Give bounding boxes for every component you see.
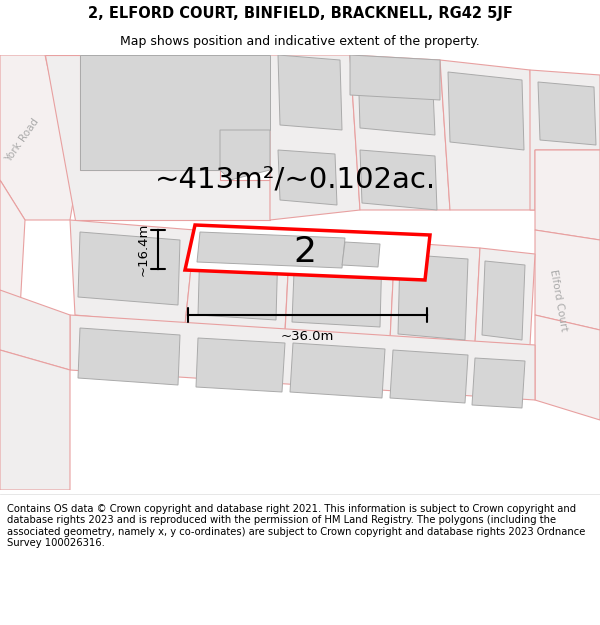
- Polygon shape: [292, 247, 382, 327]
- Text: Contains OS data © Crown copyright and database right 2021. This information is : Contains OS data © Crown copyright and d…: [7, 504, 586, 548]
- Polygon shape: [360, 150, 437, 210]
- Polygon shape: [80, 55, 270, 170]
- Polygon shape: [78, 328, 180, 385]
- Polygon shape: [70, 220, 195, 325]
- Text: 2: 2: [293, 235, 317, 269]
- Text: ~16.4m: ~16.4m: [137, 222, 150, 276]
- Polygon shape: [78, 232, 180, 305]
- Polygon shape: [285, 235, 395, 340]
- Text: ~36.0m: ~36.0m: [281, 330, 334, 343]
- Polygon shape: [198, 242, 278, 320]
- Polygon shape: [440, 60, 535, 210]
- Polygon shape: [535, 230, 600, 330]
- Polygon shape: [342, 242, 380, 267]
- Polygon shape: [448, 72, 524, 150]
- Polygon shape: [390, 242, 480, 345]
- Polygon shape: [472, 358, 525, 408]
- Text: Elford Court: Elford Court: [548, 268, 568, 332]
- Text: ~413m²/~0.102ac.: ~413m²/~0.102ac.: [154, 166, 436, 194]
- Polygon shape: [278, 150, 337, 205]
- Polygon shape: [70, 315, 535, 400]
- Polygon shape: [45, 55, 270, 220]
- Text: Map shows position and indicative extent of the property.: Map shows position and indicative extent…: [120, 35, 480, 48]
- Polygon shape: [535, 150, 600, 240]
- Polygon shape: [475, 248, 535, 345]
- Polygon shape: [185, 230, 290, 330]
- Polygon shape: [390, 350, 468, 403]
- Text: 2, ELFORD COURT, BINFIELD, BRACKNELL, RG42 5JF: 2, ELFORD COURT, BINFIELD, BRACKNELL, RG…: [88, 6, 512, 21]
- Polygon shape: [278, 55, 342, 130]
- Polygon shape: [530, 70, 600, 210]
- Polygon shape: [290, 343, 385, 398]
- Polygon shape: [0, 350, 70, 490]
- Polygon shape: [197, 232, 345, 268]
- Polygon shape: [350, 55, 450, 210]
- Polygon shape: [185, 225, 430, 280]
- Polygon shape: [270, 55, 360, 220]
- Polygon shape: [358, 62, 435, 135]
- Polygon shape: [0, 55, 75, 220]
- Text: York Road: York Road: [3, 116, 41, 164]
- Polygon shape: [0, 180, 25, 310]
- Polygon shape: [482, 261, 525, 340]
- Polygon shape: [535, 315, 600, 420]
- Polygon shape: [398, 254, 468, 340]
- Polygon shape: [0, 290, 70, 370]
- Polygon shape: [350, 55, 440, 100]
- Polygon shape: [220, 130, 270, 180]
- Polygon shape: [196, 338, 285, 392]
- Polygon shape: [538, 82, 596, 145]
